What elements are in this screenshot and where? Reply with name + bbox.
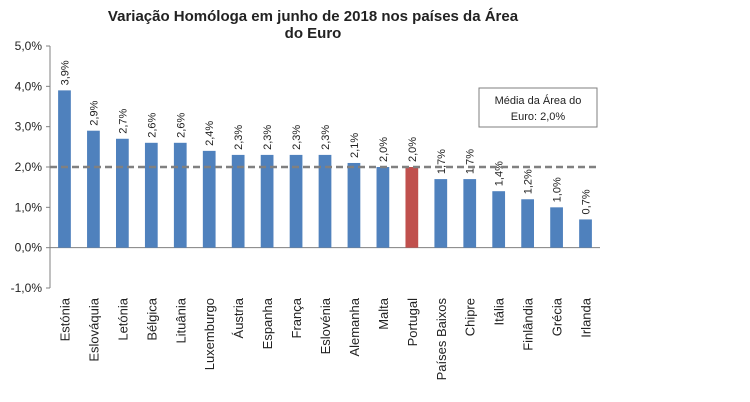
data-label: 1,2%	[523, 169, 535, 194]
data-label: 2,0%	[378, 137, 390, 162]
x-tick-label: Irlanda	[579, 297, 594, 338]
data-label: 2,3%	[262, 125, 274, 150]
chart-title-line-2: do Euro	[285, 25, 342, 42]
x-tick-label: Lituânia	[173, 297, 188, 343]
y-tick-label: 3,0%	[15, 120, 43, 134]
bar	[173, 142, 187, 248]
annotation-line-1: Média da Área do	[495, 94, 582, 107]
x-tick-label: Eslováquia	[86, 297, 101, 361]
x-tick-label: Malta	[376, 297, 391, 330]
x-tick-label: França	[289, 297, 304, 338]
bar	[521, 199, 534, 248]
bar	[144, 142, 158, 248]
x-tick-label: Eslovénia	[318, 297, 333, 354]
x-tick-label: Itália	[492, 297, 507, 325]
bar	[550, 207, 563, 248]
data-label: 2,0%	[407, 137, 419, 162]
data-label: 1,0%	[552, 177, 564, 202]
bar	[58, 90, 71, 248]
data-label: 1,4%	[494, 161, 506, 186]
data-label: 2,6%	[175, 113, 187, 138]
x-tick-label: Estónia	[57, 297, 72, 341]
y-tick-label: 5,0%	[15, 39, 43, 53]
bar	[376, 167, 390, 248]
data-label: 2,4%	[204, 121, 216, 146]
x-tick-label: Países Baixos	[434, 298, 449, 381]
bar	[579, 219, 592, 248]
bar	[492, 191, 506, 248]
x-tick-label: Portugal	[405, 298, 420, 347]
annotation-box	[478, 87, 598, 128]
x-tick-label: Bélgica	[144, 297, 159, 340]
data-label: 2,6%	[146, 113, 158, 138]
bar	[405, 167, 419, 248]
data-label: 0,7%	[581, 189, 593, 214]
chart-title-line-1: Variação Homóloga em junho de 2018 nos p…	[108, 8, 519, 25]
data-label: 1,7%	[436, 149, 448, 174]
data-label: 1,7%	[465, 149, 477, 174]
y-tick-label: 4,0%	[15, 79, 43, 93]
x-tick-label: Grécia	[550, 297, 565, 336]
bar	[202, 150, 216, 248]
y-tick-label: 2,0%	[15, 160, 43, 174]
data-label: 2,9%	[88, 100, 100, 125]
y-tick-label: 1,0%	[15, 200, 43, 214]
x-tick-label: Alemanha	[347, 297, 362, 356]
data-label: 2,1%	[349, 133, 361, 158]
y-tick-label: 0,0%	[15, 241, 43, 255]
y-tick-label: -1,0%	[11, 281, 43, 295]
data-label: 2,3%	[291, 125, 303, 150]
bar	[231, 154, 245, 248]
bar	[318, 154, 332, 248]
x-tick-label: Finlândia	[521, 297, 536, 351]
plot-area: -1,0% 0,0% 1,0% 2,0% 3,0% 4,0% 5,0% 3,9% Estónia…	[11, 39, 600, 380]
x-tick-label: Letónia	[115, 297, 130, 340]
reference-annotation: Média da Área do Euro: 2,0%	[478, 87, 598, 128]
annotation-line-2: Euro: 2,0%	[511, 111, 566, 123]
bar	[260, 154, 274, 248]
x-tick-label: Áustria	[231, 297, 246, 338]
bar	[116, 138, 129, 248]
x-tick-label: Espanha	[260, 297, 275, 349]
bar	[347, 162, 361, 248]
bar	[289, 154, 303, 248]
bar	[87, 130, 100, 248]
data-label: 2,3%	[320, 125, 332, 150]
x-tick-label: Luxemburgo	[202, 298, 217, 370]
bar	[463, 179, 477, 248]
data-label: 3,9%	[59, 60, 71, 85]
bar	[434, 179, 448, 248]
x-tick-label: Chipre	[463, 298, 478, 336]
data-label: 2,3%	[233, 125, 245, 150]
data-label: 2,7%	[117, 108, 129, 133]
